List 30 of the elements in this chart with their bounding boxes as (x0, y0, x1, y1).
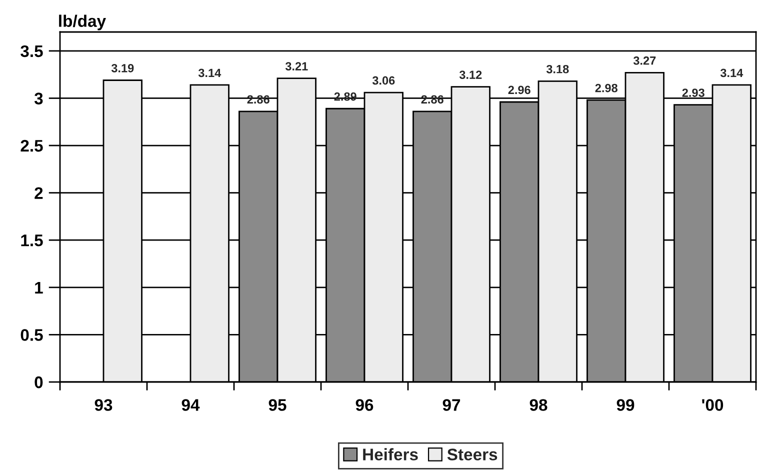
x-tick-label: 94 (182, 399, 200, 411)
data-label: 3.12 (459, 70, 482, 79)
data-label: 3.14 (198, 68, 222, 78)
y-axis-title: lb/day (59, 14, 106, 30)
data-label: 2.93 (682, 88, 704, 97)
y-tick-label: 0 (34, 376, 43, 388)
data-label: 3.19 (111, 64, 134, 72)
data-label: 3.06 (372, 76, 395, 85)
x-tick-label: '00 (702, 399, 724, 411)
legend-label: Heifers (363, 448, 418, 460)
data-label: 3.14 (720, 68, 744, 78)
x-tick-label: 99 (616, 399, 634, 411)
x-tick-label: 96 (356, 399, 374, 411)
data-label: 3.18 (546, 64, 569, 74)
y-tick-label: 1.5 (21, 234, 43, 246)
data-label: 2.96 (508, 86, 530, 94)
x-tick-label: 93 (94, 399, 112, 411)
y-tick-label: 2 (34, 187, 43, 199)
data-label: 2.98 (595, 84, 618, 92)
y-tick-label: 3 (34, 92, 43, 104)
y-tick-label: 2.5 (20, 140, 43, 152)
legend-label: Steers (447, 448, 498, 460)
x-tick-label: 95 (268, 399, 286, 411)
y-tick-label: 0.5 (20, 329, 43, 341)
y-tick-label: 1 (35, 282, 43, 294)
x-tick-label: 97 (442, 399, 460, 411)
x-tick-label: 98 (530, 399, 548, 411)
data-label: 3.27 (633, 56, 656, 65)
y-tick-label: 3.5 (20, 45, 43, 58)
data-label: 3.21 (285, 62, 308, 70)
